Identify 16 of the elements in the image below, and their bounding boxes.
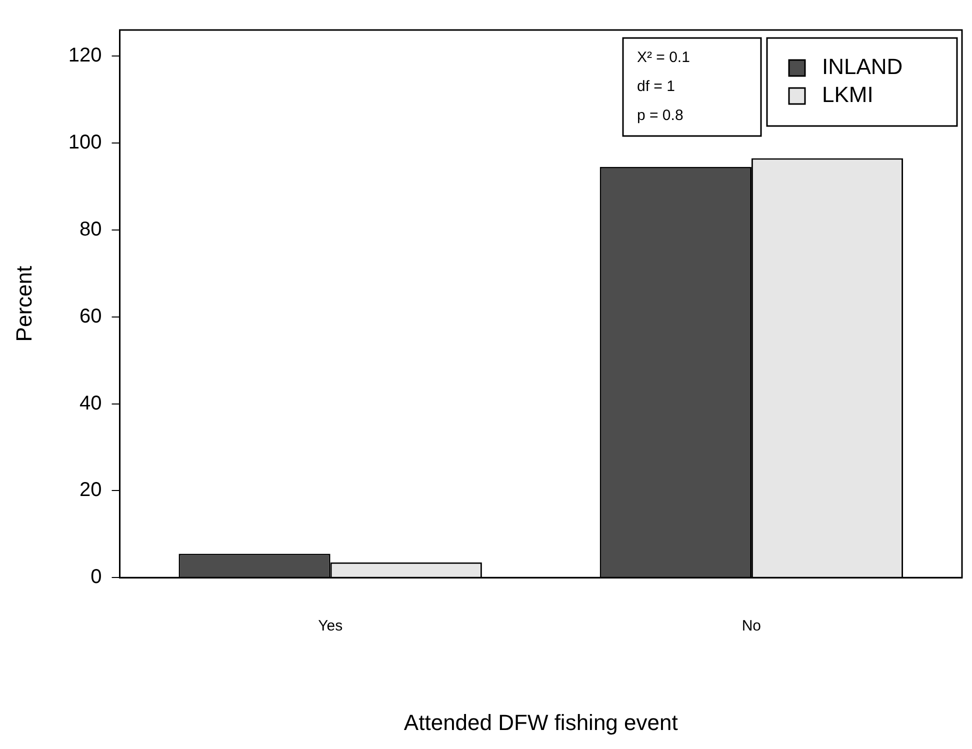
annotation: X² = 0.1 <box>637 49 690 66</box>
legend-label: LKMI <box>822 82 874 108</box>
y-tick-label: 0 <box>90 566 102 588</box>
y-tick-label: 120 <box>68 44 102 67</box>
y-tick-label: 80 <box>80 218 102 240</box>
y-tick-label: 20 <box>80 479 102 502</box>
x-axis-title: Attended DFW fishing event <box>404 710 678 735</box>
x-tick-label: No <box>742 618 762 635</box>
legend-label: INLAND <box>822 54 903 80</box>
y-tick-label: 40 <box>80 392 102 414</box>
y-tick-label: 100 <box>68 132 102 154</box>
annotation: df = 1 <box>637 78 675 96</box>
y-axis-title: Percent <box>11 266 36 342</box>
x-tick-label: Yes <box>318 618 343 635</box>
y-tick-label: 60 <box>80 305 102 328</box>
annotation: p = 0.8 <box>637 107 684 124</box>
